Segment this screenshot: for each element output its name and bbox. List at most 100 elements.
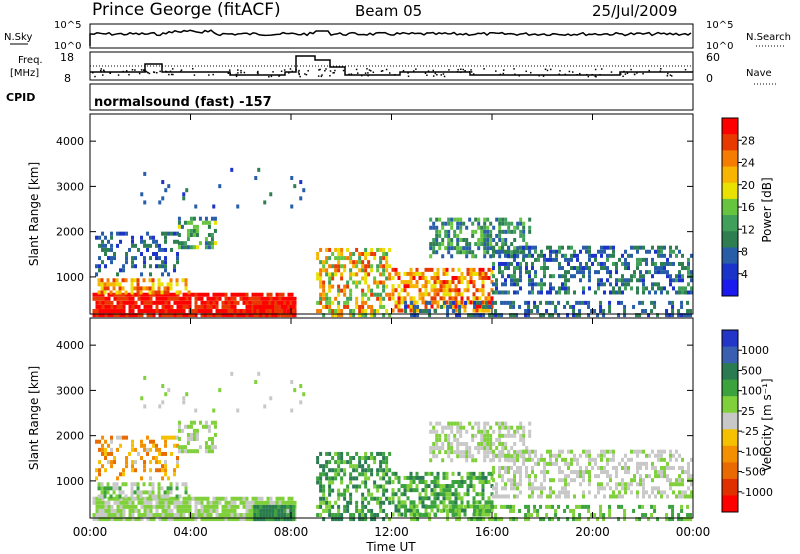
velocity-cell — [660, 494, 663, 499]
power-cell — [442, 280, 446, 285]
freq-dot — [367, 74, 369, 77]
velocity-cell — [373, 460, 377, 465]
velocity-cell — [425, 504, 429, 509]
velocity-cell — [445, 484, 449, 489]
velocity-cell — [475, 512, 479, 517]
power-cell — [173, 264, 177, 269]
freq-dot — [138, 72, 141, 75]
velocity-cell — [621, 486, 624, 491]
velocity-cell — [328, 508, 332, 513]
power-cell — [128, 296, 132, 301]
power-cell — [454, 284, 458, 289]
velocity-cell — [262, 508, 266, 513]
velocity-cell — [164, 468, 168, 473]
power-cell — [494, 300, 498, 305]
velocity-cell — [689, 517, 693, 522]
power-cell — [97, 282, 101, 287]
velocity-cell — [429, 421, 433, 426]
power-cell — [397, 284, 401, 289]
power-cell — [164, 264, 168, 269]
power-cell — [184, 278, 188, 283]
velocity-cell — [421, 479, 425, 484]
velocity-cell — [478, 471, 482, 476]
freq-dot — [237, 69, 239, 71]
velocity-cell — [450, 458, 454, 463]
freq-dot — [298, 69, 300, 72]
power-cell — [471, 250, 475, 255]
velocity-cell — [510, 425, 514, 430]
velocity-cell — [256, 513, 260, 518]
velocity-cell — [319, 451, 323, 456]
velocity-cell — [355, 500, 359, 505]
power-cell — [218, 184, 222, 189]
power-cell — [501, 274, 504, 279]
power-cell — [385, 292, 389, 297]
velocity-cell — [101, 508, 105, 513]
velocity-cell — [487, 471, 491, 476]
freq-dot — [180, 69, 183, 71]
power-cell — [137, 313, 141, 318]
velocity-cell — [522, 425, 526, 430]
power-cell — [669, 282, 672, 287]
velocity-cell — [352, 468, 356, 473]
power-cell — [546, 290, 549, 295]
power-cell — [400, 300, 404, 305]
velocity-cell — [185, 496, 189, 501]
power-cell — [170, 296, 174, 301]
power-cell — [609, 253, 612, 258]
velocity-cell — [248, 517, 252, 522]
colorbar-tick-label: 12 — [741, 223, 755, 236]
velocity-cell — [624, 490, 627, 495]
power-cell — [509, 313, 513, 318]
velocity-cell — [195, 449, 199, 454]
velocity-cell — [481, 475, 485, 480]
power-cell — [590, 309, 594, 314]
velocity-cell — [475, 508, 479, 513]
power-cell — [163, 286, 167, 291]
power-cell — [367, 272, 371, 277]
velocity-cell — [185, 517, 189, 522]
power-cell — [609, 282, 612, 287]
velocity-cell — [639, 465, 642, 470]
velocity-cell — [146, 508, 150, 513]
power-cell — [510, 261, 513, 266]
power-cell — [447, 221, 451, 226]
velocity-cell — [483, 446, 487, 451]
power-cell — [95, 304, 99, 309]
velocity-cell — [504, 453, 507, 458]
power-cell — [621, 261, 624, 266]
velocity-cell — [528, 486, 531, 491]
velocity-cell — [328, 500, 332, 505]
power-cell — [115, 290, 119, 295]
power-cell — [170, 304, 174, 309]
power-cell — [436, 292, 440, 297]
power-cell — [618, 278, 621, 283]
power-cell — [552, 249, 555, 254]
velocity-cell — [665, 513, 669, 518]
velocity-cell — [337, 464, 341, 469]
power-cell — [678, 261, 681, 266]
nsky-tick-bottom: 10^0 — [54, 41, 81, 52]
power-cell — [525, 253, 528, 258]
freq-dot — [394, 74, 396, 76]
freq-dot — [324, 69, 326, 72]
velocity-cell — [552, 453, 555, 458]
velocity-cell — [510, 454, 514, 459]
velocity-cell — [579, 474, 582, 479]
velocity-cell — [337, 517, 341, 522]
power-cell — [509, 300, 513, 305]
power-cell — [510, 229, 514, 234]
velocity-cell — [657, 453, 660, 458]
freq-dot — [103, 70, 106, 72]
velocity-cell — [549, 453, 552, 458]
velocity-cell — [221, 517, 225, 522]
power-cell — [107, 304, 111, 309]
velocity-cell — [424, 508, 428, 513]
power-cell — [131, 260, 135, 265]
velocity-cell — [528, 433, 532, 438]
power-cell — [95, 272, 99, 277]
velocity-cell — [668, 517, 672, 522]
power-cell — [209, 309, 213, 314]
velocity-cell — [546, 494, 549, 499]
freq-dot — [633, 73, 636, 76]
